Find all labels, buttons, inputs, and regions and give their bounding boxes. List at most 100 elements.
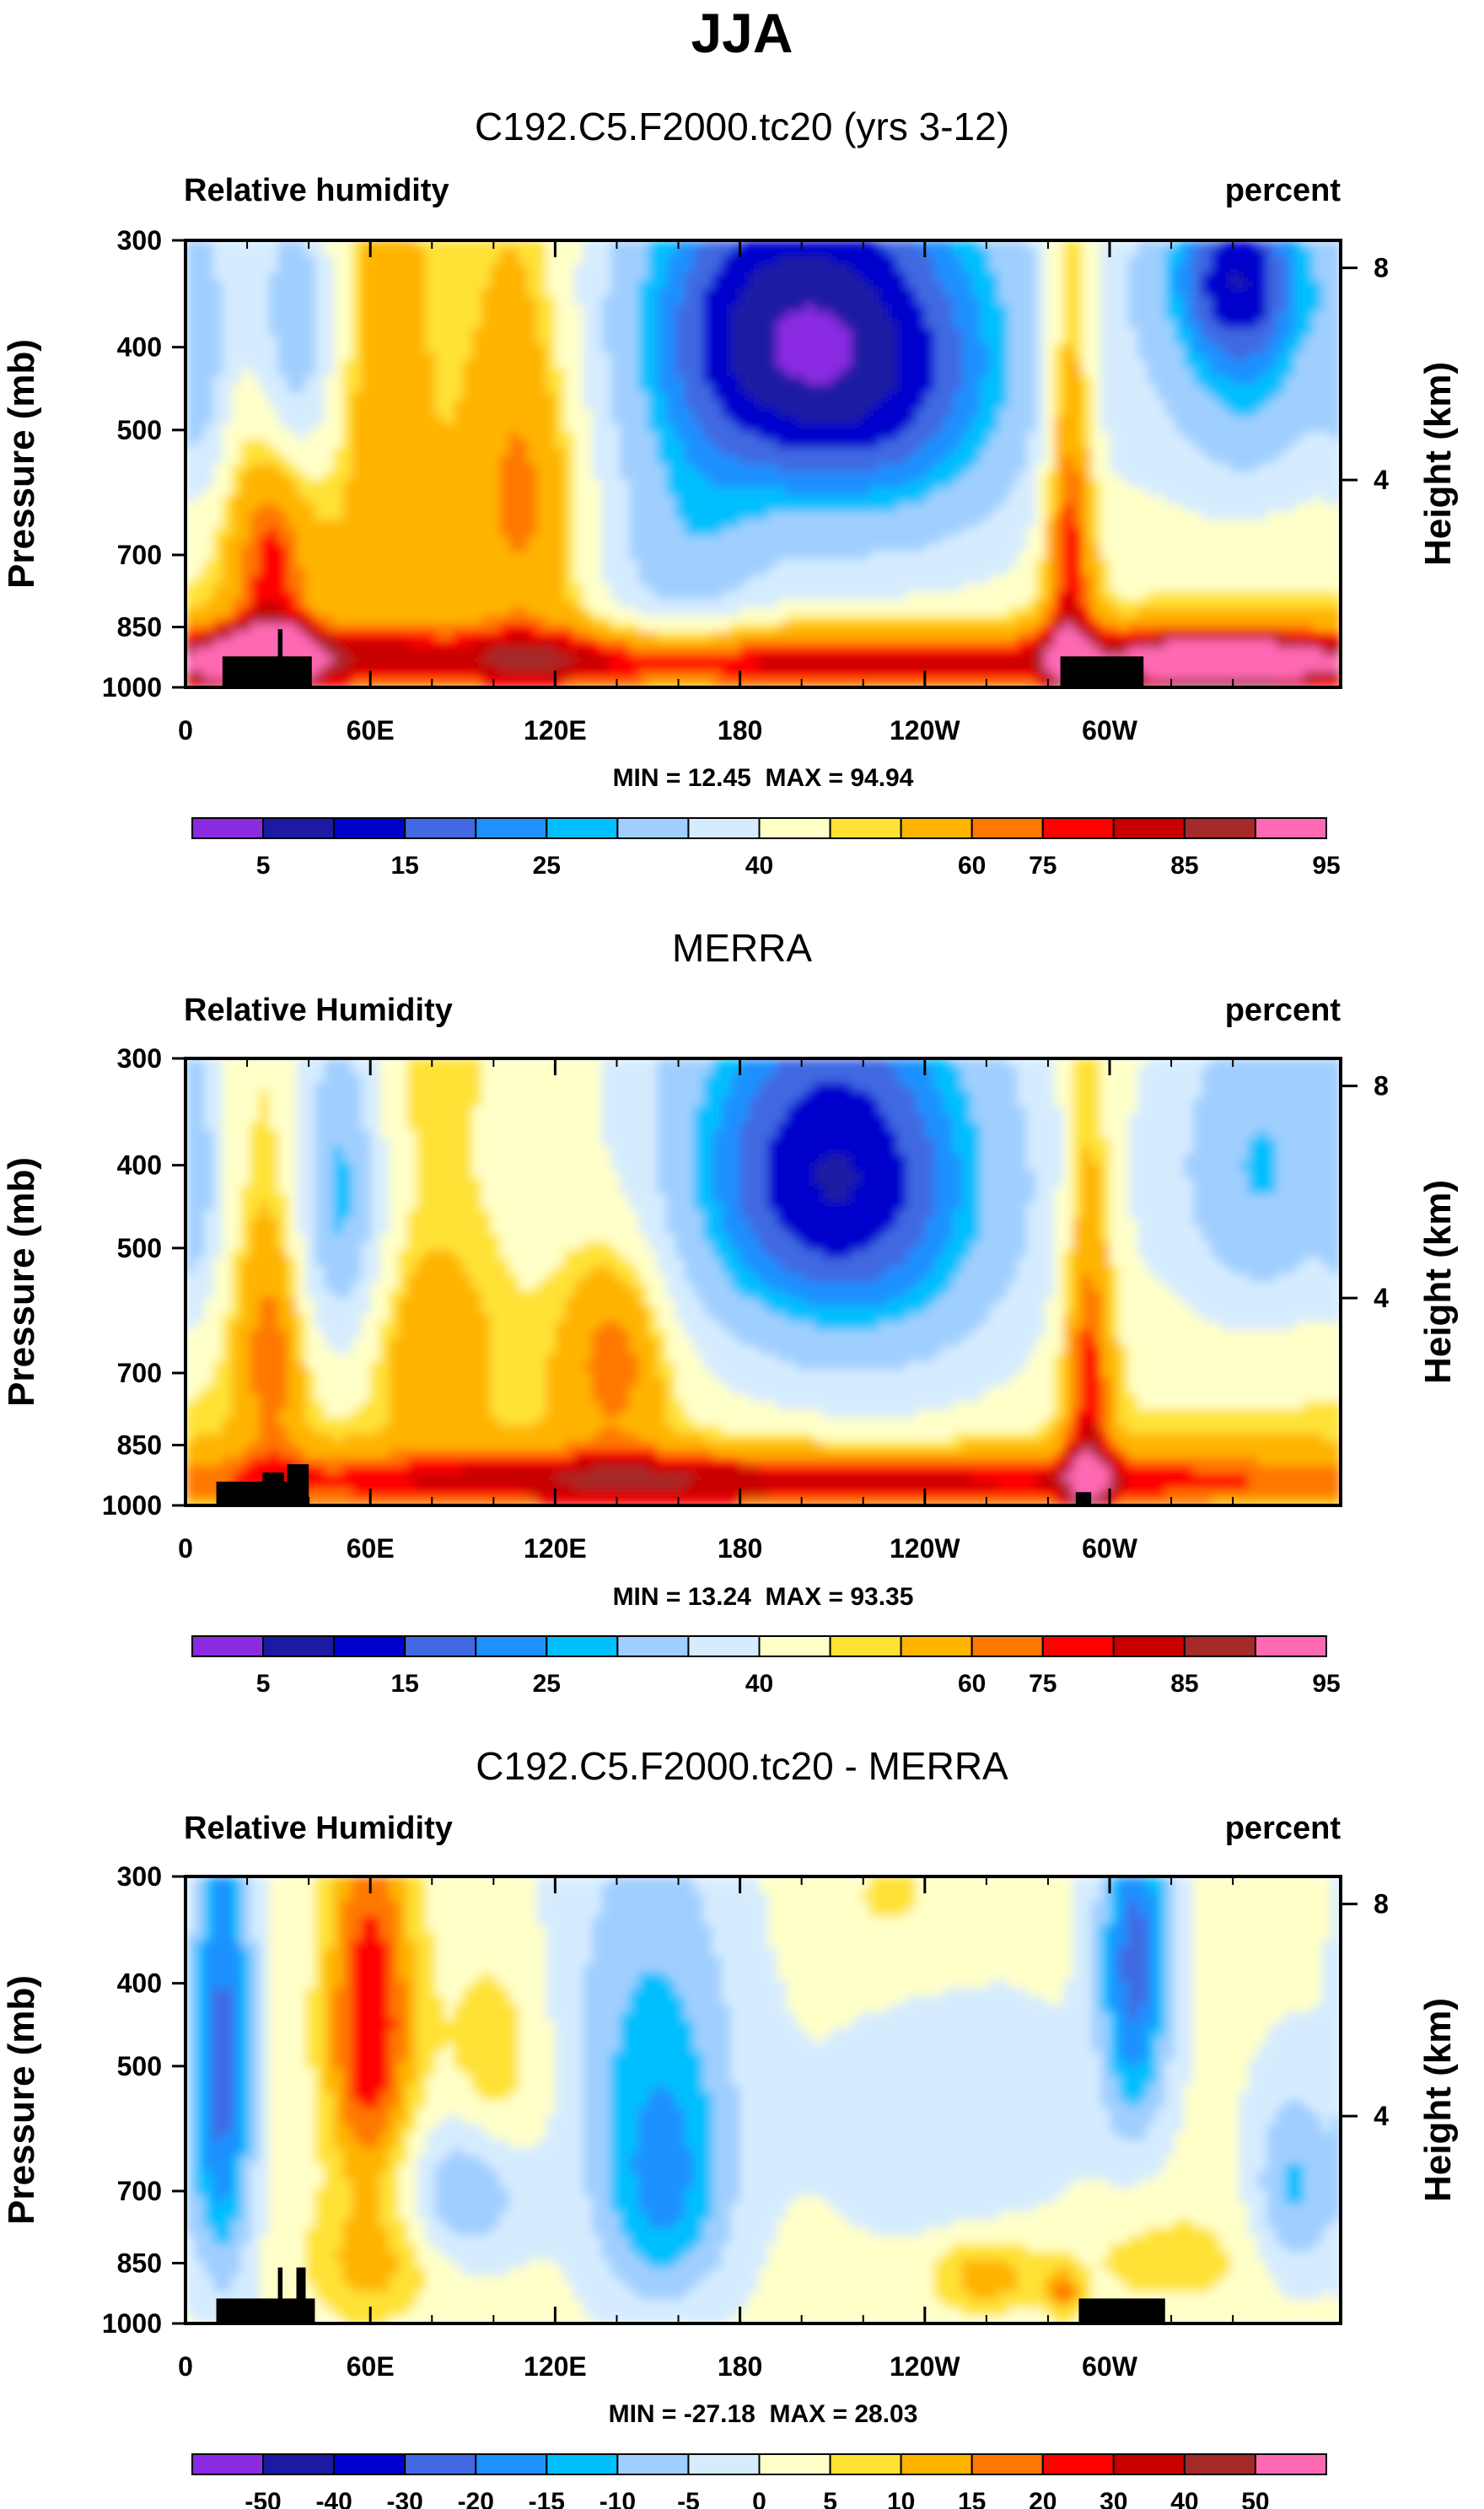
field-cell bbox=[1257, 304, 1268, 313]
field-cell bbox=[998, 479, 1009, 489]
field-cell bbox=[231, 464, 242, 473]
field-cell bbox=[203, 400, 214, 409]
field-cell bbox=[656, 495, 667, 505]
field-cell bbox=[407, 312, 417, 321]
field-cell bbox=[305, 391, 316, 401]
field-cell bbox=[675, 264, 686, 273]
field-cell bbox=[1331, 464, 1341, 473]
field-cell bbox=[555, 423, 566, 433]
field-cell bbox=[629, 536, 639, 545]
field-cell bbox=[527, 423, 538, 433]
field-cell bbox=[758, 304, 769, 313]
field-cell bbox=[462, 407, 473, 417]
field-cell bbox=[1183, 400, 1194, 409]
field-cell bbox=[1008, 407, 1019, 417]
field-cell bbox=[379, 328, 390, 337]
field-cell bbox=[546, 296, 556, 305]
field-cell bbox=[1073, 312, 1083, 321]
field-cell bbox=[869, 464, 879, 473]
field-cell bbox=[712, 503, 723, 513]
field-cell bbox=[536, 464, 547, 473]
field-cell bbox=[1174, 312, 1185, 321]
field-cell bbox=[971, 272, 981, 282]
field-cell bbox=[508, 432, 519, 441]
field-cell bbox=[887, 391, 898, 401]
field-cell bbox=[508, 328, 519, 337]
field-cell bbox=[546, 423, 556, 433]
field-cell bbox=[638, 520, 648, 529]
field-cell bbox=[240, 520, 251, 529]
field-cell bbox=[869, 495, 879, 505]
field-cell bbox=[315, 432, 325, 441]
field-cell bbox=[971, 552, 981, 561]
field-cell bbox=[370, 455, 380, 465]
field-cell bbox=[814, 296, 825, 305]
field-cell bbox=[1294, 400, 1304, 409]
field-cell bbox=[186, 320, 196, 329]
field-cell bbox=[1276, 471, 1287, 481]
field-cell bbox=[1164, 423, 1175, 433]
field-cell bbox=[1017, 359, 1028, 369]
field-cell bbox=[1155, 520, 1166, 529]
field-cell bbox=[851, 312, 861, 321]
field-cell bbox=[444, 543, 454, 552]
field-cell bbox=[287, 536, 298, 545]
field-cell bbox=[1073, 264, 1083, 273]
field-cell bbox=[915, 240, 926, 250]
field-cell bbox=[749, 368, 760, 377]
field-cell bbox=[573, 359, 584, 369]
field-cell bbox=[1313, 407, 1323, 417]
field-cell bbox=[1082, 248, 1092, 257]
field-cell bbox=[425, 384, 436, 393]
field-cell bbox=[851, 416, 861, 425]
field-cell bbox=[971, 448, 981, 457]
field-cell bbox=[546, 384, 556, 393]
field-cell bbox=[924, 423, 935, 433]
field-cell bbox=[980, 471, 991, 481]
field-cell bbox=[592, 320, 602, 329]
field-cell bbox=[259, 495, 270, 505]
field-cell bbox=[203, 464, 214, 473]
field-cell bbox=[222, 552, 233, 561]
field-cell bbox=[425, 400, 436, 409]
field-cell bbox=[814, 448, 825, 457]
field-cell bbox=[490, 432, 501, 441]
field-cell bbox=[287, 344, 298, 353]
field-cell bbox=[555, 439, 566, 449]
field-cell bbox=[896, 423, 907, 433]
field-cell bbox=[305, 471, 316, 481]
field-cell bbox=[989, 391, 1000, 401]
field-cell bbox=[1026, 448, 1037, 457]
field-cell bbox=[186, 288, 196, 298]
field-cell bbox=[361, 304, 371, 313]
field-cell bbox=[583, 448, 594, 457]
field-cell bbox=[656, 328, 667, 337]
field-cell bbox=[1127, 543, 1138, 552]
field-cell bbox=[638, 375, 648, 385]
field-cell bbox=[231, 439, 242, 449]
field-cell bbox=[1045, 520, 1056, 529]
field-cell bbox=[851, 248, 861, 257]
field-cell bbox=[1304, 536, 1314, 545]
field-cell bbox=[398, 352, 408, 361]
field-cell bbox=[1266, 248, 1277, 257]
field-cell bbox=[499, 511, 510, 521]
field-cell bbox=[1017, 527, 1028, 536]
field-cell bbox=[1026, 479, 1037, 489]
field-cell bbox=[546, 455, 556, 465]
field-cell bbox=[860, 527, 870, 536]
field-cell bbox=[194, 240, 205, 250]
field-cell bbox=[203, 432, 214, 441]
field-cell bbox=[961, 391, 972, 401]
field-cell bbox=[508, 320, 519, 329]
field-cell bbox=[1035, 479, 1046, 489]
field-cell bbox=[453, 464, 464, 473]
field-cell bbox=[1211, 503, 1222, 513]
field-cell bbox=[499, 407, 510, 417]
field-cell bbox=[952, 536, 963, 545]
field-cell bbox=[1118, 503, 1129, 513]
field-cell bbox=[804, 439, 815, 449]
field-cell bbox=[333, 407, 344, 417]
field-cell bbox=[1304, 503, 1314, 513]
field-cell bbox=[1220, 520, 1231, 529]
